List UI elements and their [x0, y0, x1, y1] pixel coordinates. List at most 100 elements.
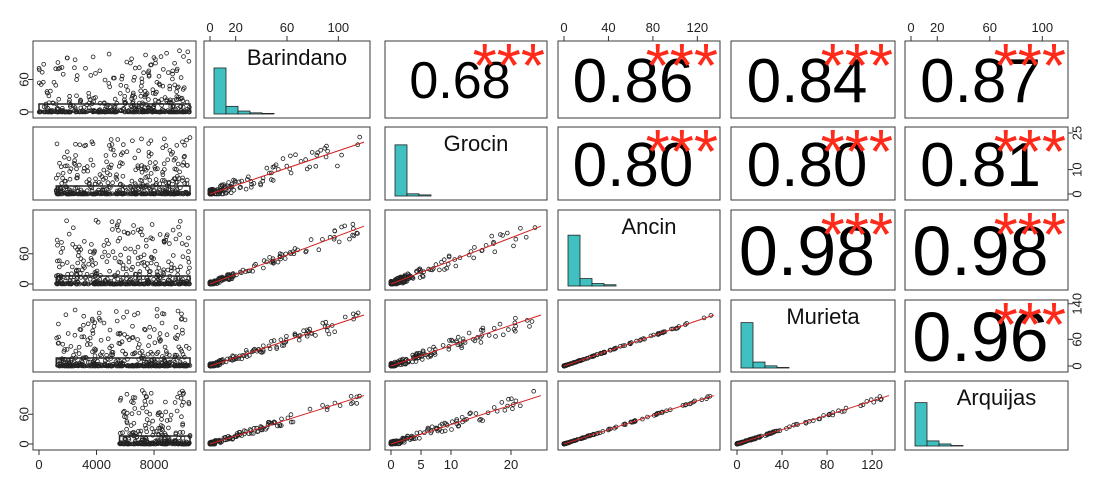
data-point	[173, 335, 178, 341]
data-point	[90, 328, 95, 334]
data-point	[446, 346, 452, 352]
data-point	[144, 394, 149, 400]
data-point	[109, 142, 115, 147]
scatter-ancin-murieta	[561, 313, 715, 369]
correlation-value: 0.80	[747, 131, 868, 200]
data-point	[62, 154, 67, 160]
data-point	[509, 396, 514, 402]
correlation-value: 0.80	[573, 131, 694, 200]
data-point	[117, 331, 122, 337]
tick-label: 80	[646, 20, 660, 35]
data-point	[115, 270, 121, 276]
data-point	[137, 100, 142, 106]
data-point	[140, 388, 145, 393]
data-point	[180, 422, 185, 428]
data-point	[179, 414, 184, 420]
data-point	[131, 420, 137, 426]
data-point	[498, 232, 503, 237]
significance-stars: ***	[646, 118, 718, 187]
data-point	[444, 265, 449, 271]
data-point	[181, 54, 186, 59]
significance-stars: ***	[646, 32, 718, 101]
significance-stars: ***	[994, 118, 1066, 187]
data-point	[97, 172, 103, 177]
tick-label: 20	[228, 20, 242, 35]
tick-label: 100	[1031, 20, 1053, 35]
data-point	[55, 172, 61, 178]
data-point	[74, 175, 79, 181]
data-point	[180, 391, 186, 397]
data-point	[109, 343, 114, 349]
data-point	[88, 256, 94, 261]
data-point	[288, 153, 293, 159]
data-point	[146, 72, 152, 78]
data-point	[175, 161, 181, 167]
histogram-bar	[950, 445, 964, 447]
data-point	[55, 258, 60, 264]
data-point	[131, 78, 137, 83]
histogram-bar	[579, 278, 593, 287]
data-point	[101, 320, 107, 326]
data-point	[491, 325, 497, 331]
data-point	[388, 279, 394, 284]
data-point	[104, 259, 110, 265]
data-point	[216, 191, 222, 197]
data-point	[156, 280, 162, 286]
data-point	[734, 441, 740, 447]
data-point	[83, 66, 88, 71]
data-point	[66, 156, 72, 162]
data-point	[120, 430, 125, 436]
data-point	[470, 337, 476, 342]
data-point	[157, 331, 163, 336]
data-point	[75, 173, 80, 178]
data-point	[339, 152, 344, 158]
panel-r5-c3	[384, 380, 548, 451]
data-point	[167, 438, 172, 444]
tick-label: 100	[327, 20, 349, 35]
data-point	[142, 423, 148, 428]
data-point	[73, 348, 79, 354]
data-point	[60, 341, 65, 347]
data-point	[113, 359, 119, 364]
data-point	[60, 261, 65, 267]
data-point	[63, 312, 69, 318]
scatter-grocin-murieta	[388, 314, 542, 369]
data-point	[247, 353, 252, 358]
data-point	[162, 344, 168, 350]
data-point	[325, 404, 330, 410]
data-point	[60, 170, 66, 176]
data-point	[324, 407, 330, 412]
data-point	[130, 323, 135, 329]
data-point	[486, 333, 492, 338]
data-point	[154, 313, 160, 319]
data-point	[155, 166, 160, 172]
data-point	[169, 261, 174, 267]
data-point	[132, 350, 138, 356]
data-point	[449, 338, 455, 344]
data-point	[185, 49, 191, 55]
data-point	[37, 67, 42, 73]
data-point	[161, 161, 167, 167]
correlation-value: 0.96	[912, 298, 1048, 376]
variable-name-barindano: Barindano	[247, 45, 347, 70]
histogram-bar	[764, 365, 778, 369]
data-point	[447, 338, 452, 343]
data-point	[74, 166, 79, 172]
scatter-grocin-arquijas	[388, 388, 542, 447]
data-point	[151, 356, 157, 362]
data-point	[161, 267, 167, 273]
data-point	[152, 248, 158, 254]
panel-r4-c6	[904, 299, 1069, 373]
data-point	[154, 351, 160, 357]
tick-label: 0	[206, 20, 213, 35]
data-point	[274, 346, 280, 351]
data-point	[281, 343, 287, 348]
histogram-bar	[926, 440, 940, 447]
data-point	[163, 399, 168, 405]
x-axis-ancin: 0 40 80 120	[560, 20, 708, 41]
data-point	[177, 48, 182, 53]
data-point	[136, 429, 141, 434]
data-point	[504, 230, 510, 236]
data-point	[124, 266, 129, 272]
data-point	[523, 235, 529, 240]
